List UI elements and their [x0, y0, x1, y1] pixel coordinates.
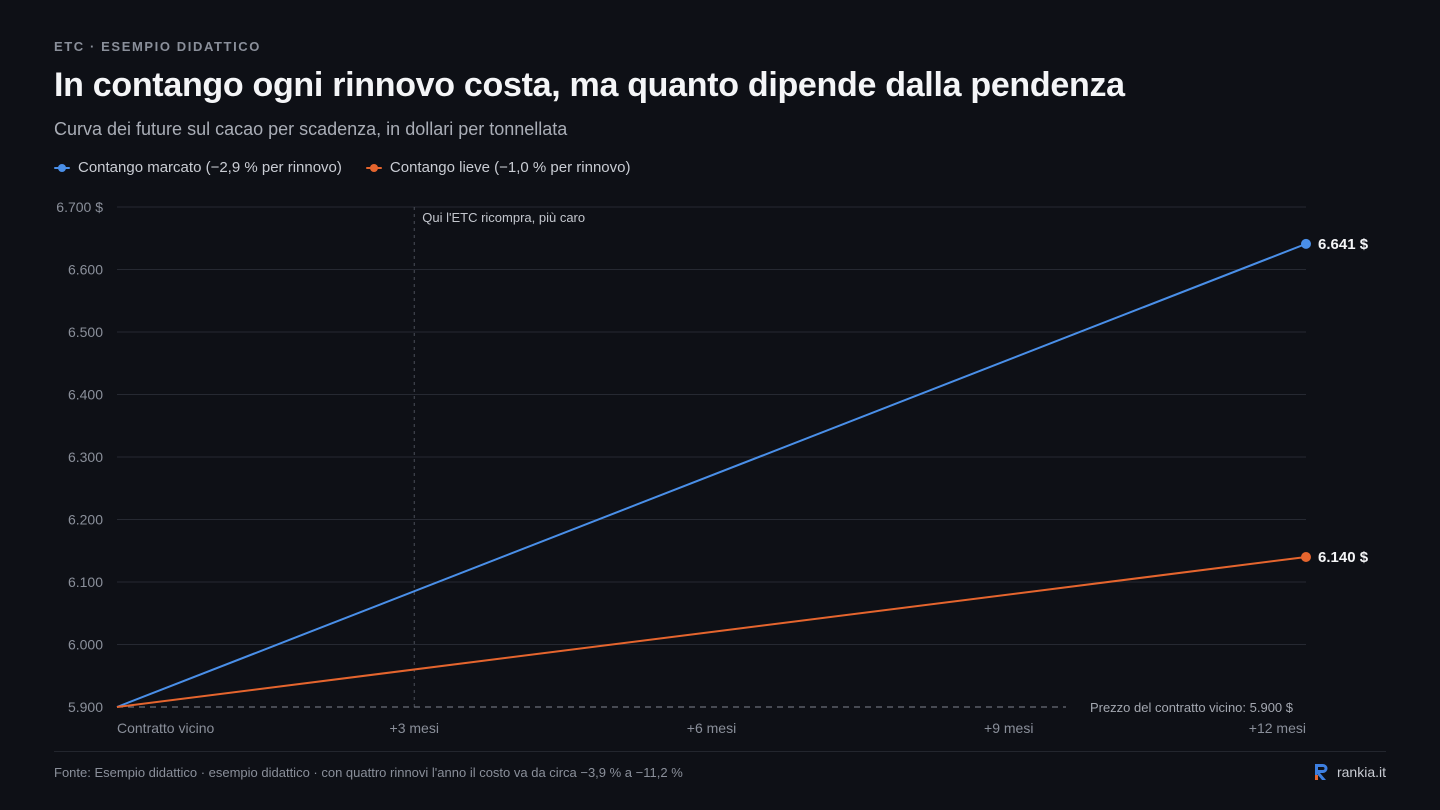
rebalance-annotation: Qui l'ETC ricompra, più caro [422, 210, 585, 225]
legend-label-lieve: Contango lieve (−1,0 % per rinnovo) [389, 159, 631, 176]
y-tick-label: 6.700 $ [56, 199, 103, 215]
series-end-point-1 [1301, 552, 1311, 562]
x-tick-label: +12 mesi [1249, 720, 1306, 736]
y-tick-label: 6.600 [68, 262, 103, 278]
brand[interactable]: rankia.it [1314, 763, 1386, 781]
x-tick-label: Contratto vicino [117, 720, 214, 736]
legend-item-marcato: Contango marcato (−2,9 % per rinnovo) [54, 159, 342, 176]
legend-item-lieve: Contango lieve (−1,0 % per rinnovo) [365, 159, 631, 176]
y-tick-label: 6.400 [68, 387, 103, 403]
y-tick-label: 6.100 [68, 574, 103, 590]
line-chart: 6.700 $ 6.600 6.500 6.400 6.300 6.200 6.100 6.0… [56, 199, 1369, 736]
series-end-label-1: 6.140 $ [1318, 549, 1369, 566]
chart-title: In contango ogni rinnovo costa, ma quant… [54, 66, 1125, 104]
legend-swatch-marcato [54, 163, 70, 172]
near-contract-price-label: Prezzo del contratto vicino: 5.900 $ [1090, 700, 1294, 715]
chart-subtitle: Curva dei future sul cacao per scadenza,… [54, 119, 568, 139]
chart-eyebrow: ETC · ESEMPIO DIDATTICO [54, 39, 262, 54]
series-end-label-0: 6.641 $ [1318, 236, 1369, 253]
y-tick-label: 6.200 [68, 512, 103, 528]
series-end-point-0 [1301, 238, 1311, 249]
y-tick-label: 6.000 [68, 637, 103, 653]
footer-divider [54, 751, 1386, 752]
chart-legend: Contango marcato (−2,9 % per rinnovo) Co… [54, 159, 630, 176]
brand-name: rankia.it [1336, 764, 1386, 780]
series-line-1 [116, 556, 1307, 708]
y-tick-label: 6.500 [68, 324, 103, 340]
source-note: Fonte: Esempio didattico · esempio didat… [54, 765, 683, 780]
rankia-logo-icon [1314, 764, 1328, 780]
series-line-0 [116, 242, 1307, 708]
legend-label-marcato: Contango marcato (−2,9 % per rinnovo) [78, 159, 342, 176]
x-tick-label: +9 mesi [984, 720, 1033, 736]
x-tick-label: +3 mesi [390, 720, 439, 736]
y-tick-label: 5.900 [68, 699, 103, 715]
x-tick-label: +6 mesi [687, 720, 736, 736]
legend-swatch-lieve [365, 163, 382, 172]
y-tick-label: 6.300 [68, 449, 103, 465]
